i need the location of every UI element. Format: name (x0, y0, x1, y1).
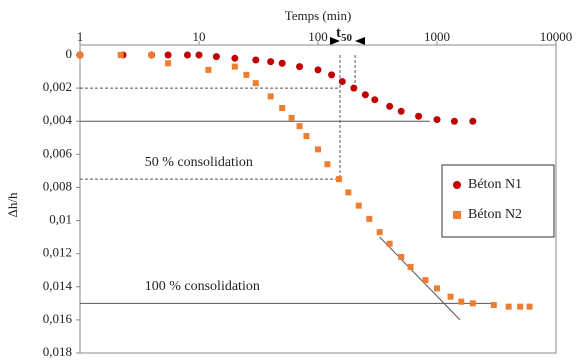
point (212, 53, 220, 61)
y-tick-label: 0 (66, 46, 73, 61)
annotation-bg (142, 153, 313, 172)
annotation-bg (142, 277, 313, 296)
point (324, 161, 331, 168)
legend-label: Béton N1 (468, 177, 522, 192)
point (458, 298, 465, 305)
point (296, 123, 303, 130)
annotation: 50 % consolidation (145, 155, 253, 170)
y-tick-label: 0,01 (49, 212, 72, 227)
point (267, 58, 275, 66)
point (376, 229, 383, 236)
point (243, 71, 250, 78)
point (303, 133, 310, 140)
point (117, 52, 124, 58)
x-tick-label: 10000 (540, 29, 573, 44)
point (350, 84, 358, 92)
legend-marker (453, 181, 461, 189)
point (433, 116, 441, 124)
point (447, 293, 454, 300)
point (517, 303, 524, 310)
point (386, 102, 394, 110)
point (183, 51, 191, 59)
y-tick-label: 0,012 (43, 245, 72, 260)
point (398, 253, 405, 260)
x-tick-label: 1000 (424, 29, 450, 44)
point (386, 240, 393, 247)
y-tick-label: 0,004 (43, 112, 73, 127)
point (361, 91, 369, 99)
x-tick-label: 1 (77, 29, 84, 44)
point (315, 146, 321, 153)
point (148, 52, 155, 58)
y-tick-label: 0,002 (43, 79, 72, 94)
point (415, 112, 423, 120)
y-tick-label: 0,006 (43, 145, 73, 160)
point (490, 301, 497, 308)
point (338, 77, 346, 85)
point (231, 54, 239, 62)
point (355, 202, 362, 209)
y-tick-label: 0,014 (43, 278, 73, 293)
legend-marker (453, 211, 461, 219)
point (469, 300, 476, 307)
y-tick-label: 0,016 (43, 311, 73, 326)
reference-line (379, 236, 461, 321)
t50-sub: 50 (341, 32, 353, 44)
x-axis-label: Temps (min) (285, 8, 352, 23)
point (366, 215, 373, 222)
point (195, 51, 203, 59)
point (397, 107, 405, 115)
legend-label: Béton N2 (468, 207, 522, 222)
point (252, 56, 260, 64)
point (345, 189, 352, 196)
y-tick-label: 0,018 (43, 344, 72, 359)
point (279, 104, 286, 111)
point (450, 117, 458, 125)
y-tick-label: 0,008 (43, 178, 72, 193)
point (371, 96, 379, 104)
point (526, 303, 533, 310)
point (288, 114, 295, 121)
point (422, 277, 429, 284)
point (505, 303, 512, 310)
point (267, 93, 274, 100)
point (231, 63, 238, 70)
point (252, 80, 259, 87)
point (205, 66, 212, 73)
point (296, 63, 304, 71)
point (314, 66, 322, 74)
y-axis-label: Δh/h (5, 192, 20, 217)
t50-arrows (330, 37, 365, 45)
annotation: 100 % consolidation (145, 279, 260, 294)
x-tick-label: 100 (308, 29, 328, 44)
point (165, 60, 172, 67)
t50-label: t50 (336, 25, 353, 43)
point (328, 71, 336, 79)
point (278, 59, 286, 67)
point (77, 52, 83, 58)
point (407, 263, 414, 270)
point (335, 176, 342, 183)
point (434, 285, 440, 292)
x-tick-label: 10 (193, 29, 206, 44)
point (469, 117, 477, 125)
t50-t: t (336, 25, 341, 41)
point (164, 51, 172, 59)
legend-box (441, 164, 555, 238)
